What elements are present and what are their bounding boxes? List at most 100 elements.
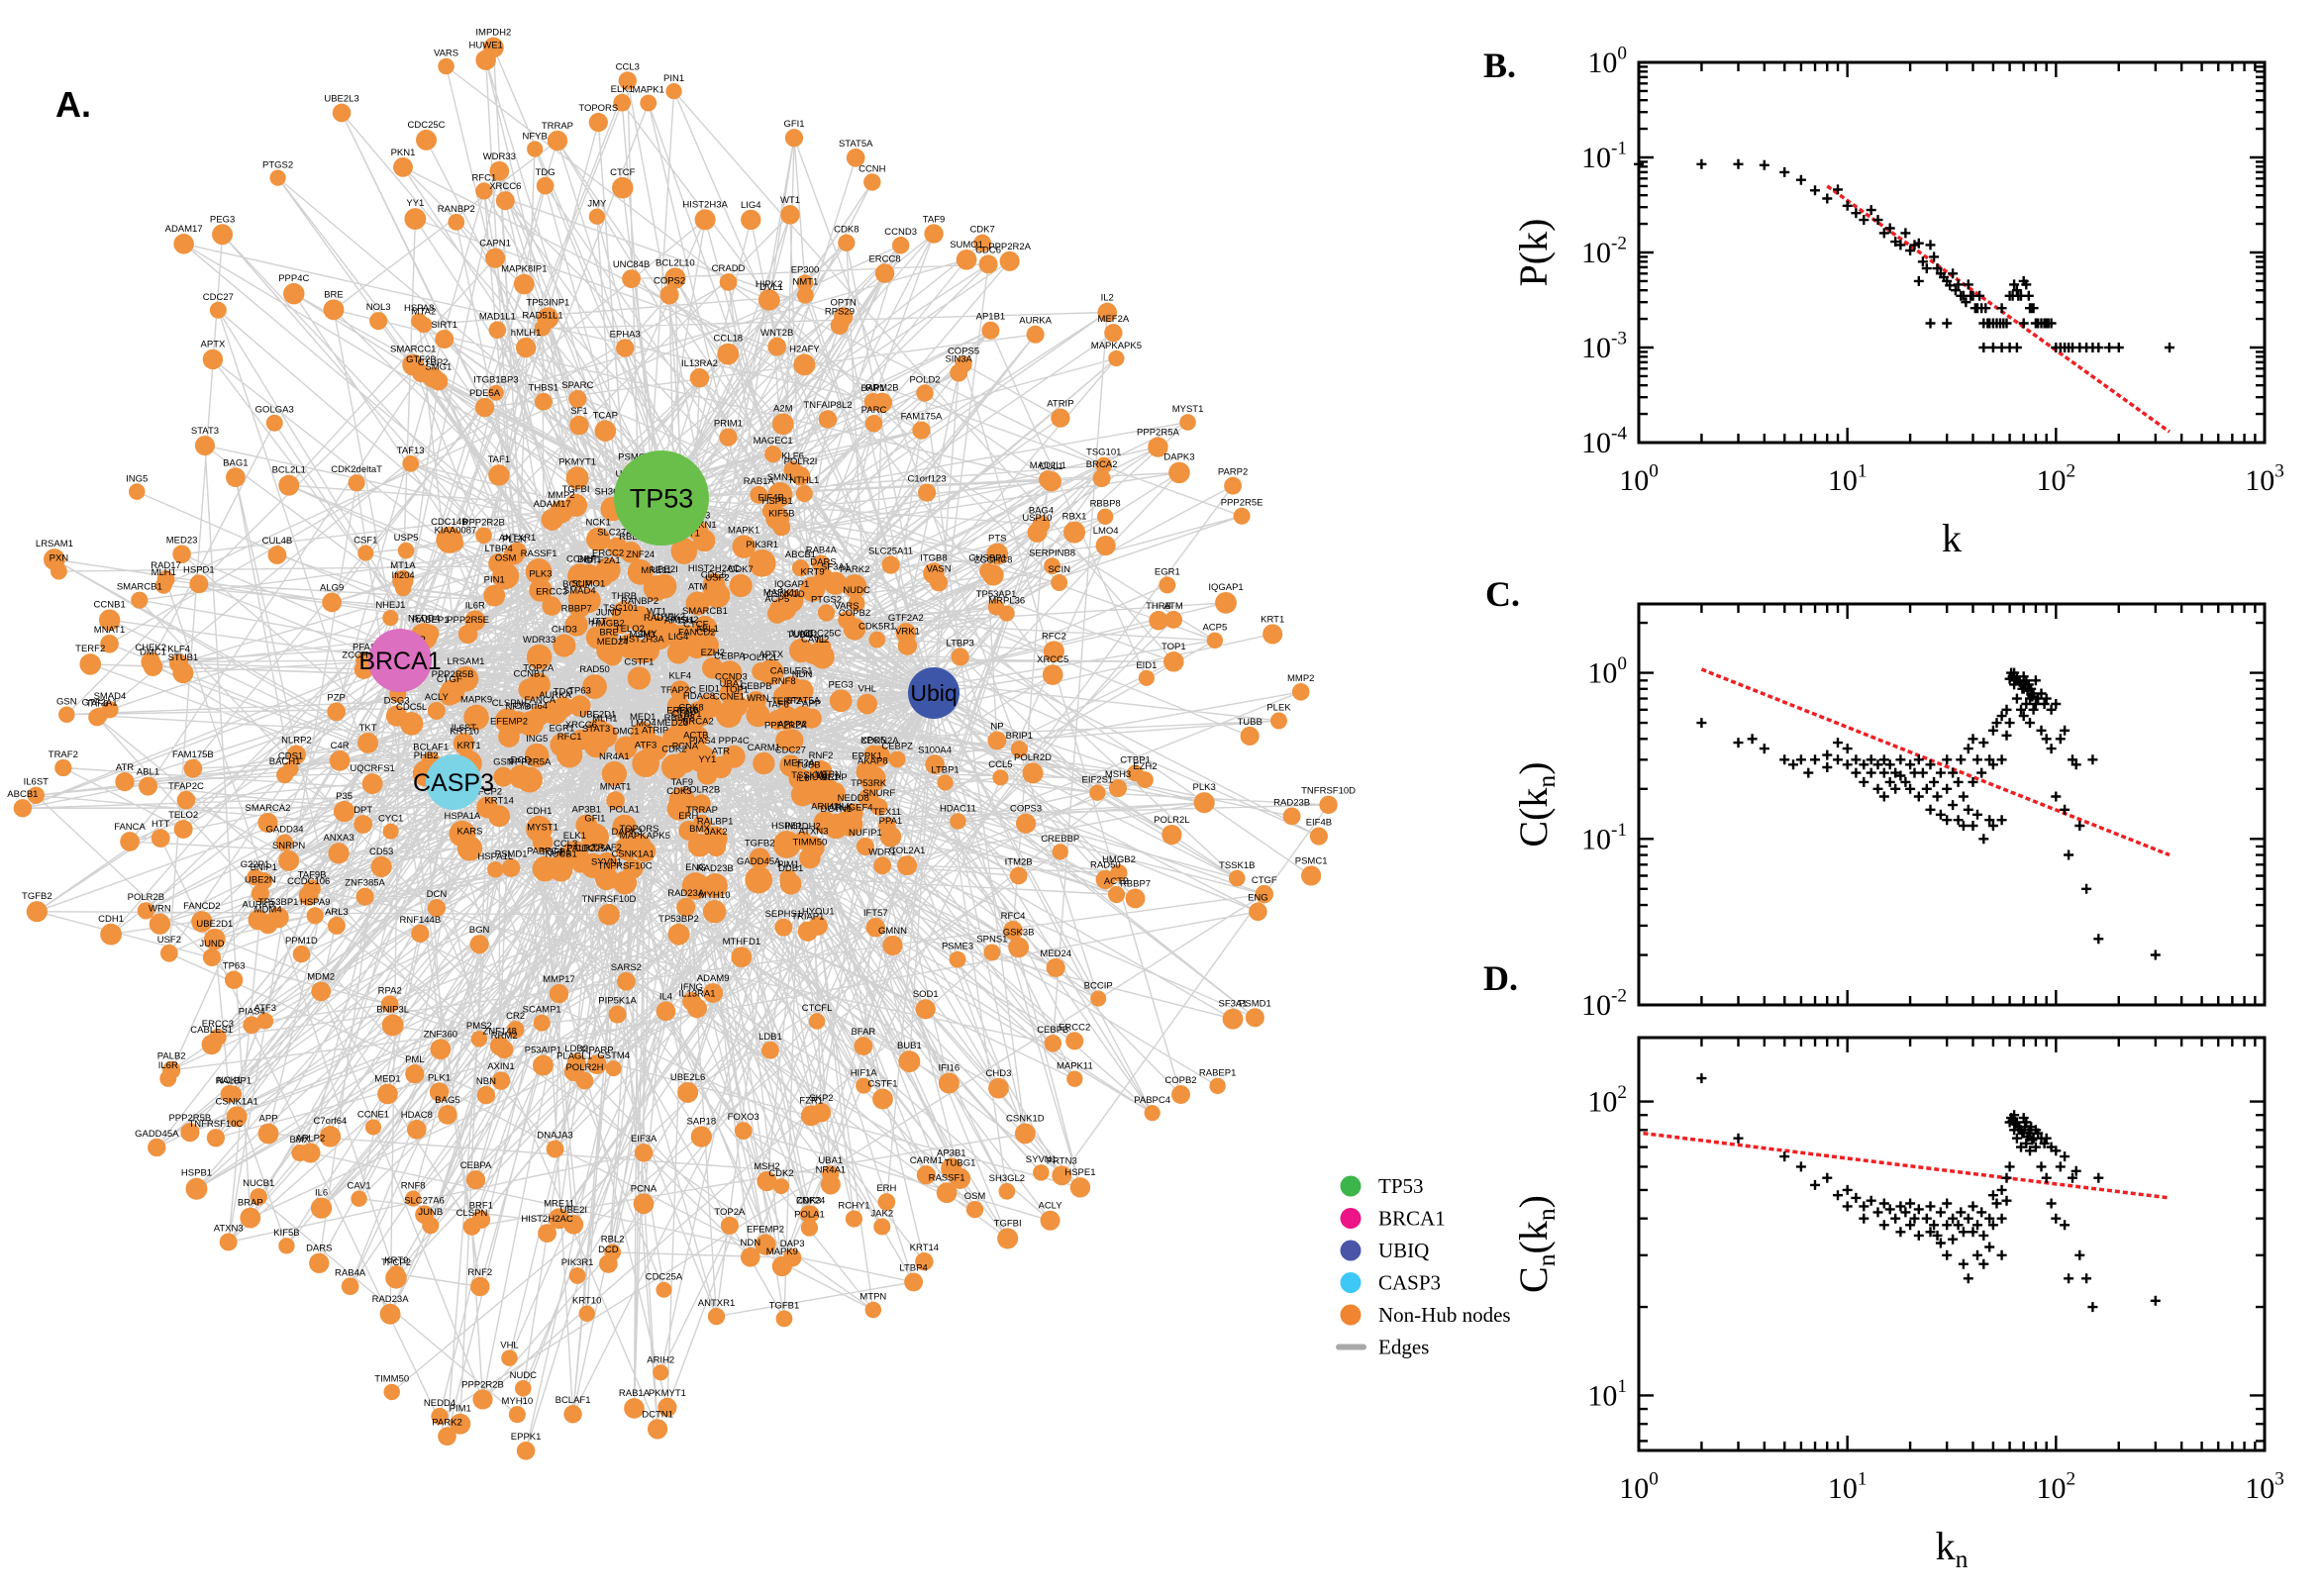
network-node xyxy=(382,609,399,627)
network-node xyxy=(879,826,902,848)
network-node-label: YY1 xyxy=(698,754,716,765)
network-node xyxy=(355,887,374,906)
x-tick-label: 102 xyxy=(2037,1469,2076,1506)
network-node xyxy=(614,736,638,759)
network-node xyxy=(795,485,813,503)
network-node-label: CDC6 xyxy=(975,245,1001,255)
network-node-label: MDM4 xyxy=(254,904,282,915)
network-node xyxy=(151,829,170,848)
network-node xyxy=(209,301,227,319)
network-node-label: GSN xyxy=(493,757,514,768)
network-node-label: GFI1 xyxy=(584,814,605,825)
x-tick-label: 101 xyxy=(1828,461,1868,498)
network-node xyxy=(809,760,833,783)
network-node-label: TSG101 xyxy=(603,603,638,614)
network-node-label: IL2 xyxy=(816,635,829,646)
network-node-label: STAT3 xyxy=(582,724,610,735)
network-node xyxy=(564,613,588,637)
network-node xyxy=(26,901,48,923)
network-node xyxy=(622,269,641,288)
network-node xyxy=(613,870,638,895)
network-node-label: NEDD4 xyxy=(424,1398,455,1409)
network-node xyxy=(607,537,628,557)
network-node xyxy=(1209,1077,1226,1095)
network-node xyxy=(864,415,883,433)
network-node xyxy=(838,812,863,837)
network-node xyxy=(508,1406,526,1424)
network-node xyxy=(1044,557,1061,575)
network-node-label: DSG3 xyxy=(384,695,410,706)
network-node xyxy=(863,173,881,191)
network-node xyxy=(817,604,836,622)
network-node xyxy=(385,705,408,727)
network-node xyxy=(614,836,640,861)
network-node xyxy=(364,1119,382,1136)
network-node xyxy=(1026,325,1045,344)
network-node xyxy=(1301,865,1322,886)
network-node-label: MRE11 xyxy=(544,1198,574,1209)
network-node-label: CUL4B xyxy=(262,536,293,547)
network-node xyxy=(745,865,772,894)
network-node-label: ERH xyxy=(876,1183,896,1194)
network-node-label: AP3B1 xyxy=(937,1148,966,1159)
network-node-label: TOP2A xyxy=(714,1207,746,1218)
network-node-label: PRIM1 xyxy=(714,419,743,430)
y-tick-label: 10-1 xyxy=(1581,139,1627,175)
network-node-label: SCIN xyxy=(1048,564,1070,575)
network-node xyxy=(1224,476,1243,495)
network-node-label: C7orf64 xyxy=(514,701,548,712)
network-node xyxy=(978,254,998,274)
network-node-label: NLRP2 xyxy=(281,736,312,747)
network-node xyxy=(257,1123,279,1145)
network-node-label: ANXA3 xyxy=(323,833,354,844)
network-node-label: CDK7 xyxy=(728,564,753,575)
network-node xyxy=(681,872,710,900)
network-node-label: SUMO1 xyxy=(950,240,983,250)
network-node-label: TUBB xyxy=(1237,717,1262,728)
network-node xyxy=(483,584,506,607)
network-node xyxy=(357,732,379,753)
network-node-label: KRT10 xyxy=(572,1296,601,1307)
network-node xyxy=(1222,1008,1244,1030)
network-node xyxy=(1009,866,1028,885)
axis-text-part: 10 xyxy=(1581,989,1611,1022)
network-node xyxy=(137,902,155,920)
network-node-label: MTHFD1 xyxy=(723,937,761,948)
axis-text-part: 10 xyxy=(2037,1472,2067,1505)
network-node-label: PALB2 xyxy=(157,1051,186,1062)
network-node-label: FANCD2 xyxy=(678,627,715,638)
network-node-label: PEG3 xyxy=(828,679,853,690)
network-node-label: TNFRSF10D xyxy=(1301,786,1356,797)
network-node-label: CDC5L xyxy=(396,702,427,713)
network-node-label: CCNE1 xyxy=(713,691,745,702)
network-node-label: LDB2 xyxy=(564,1044,588,1054)
network-node-label: BCLAF1 xyxy=(413,742,449,752)
network-node-label: RPS29 xyxy=(825,307,855,318)
network-node-label: PARP2 xyxy=(1218,467,1248,478)
network-node-label: RFC2 xyxy=(1042,631,1066,642)
network-node xyxy=(469,935,489,954)
network-node xyxy=(843,574,867,599)
network-node xyxy=(58,706,75,723)
network-node-label: GTF2B xyxy=(406,354,437,365)
network-node-label: THRB xyxy=(1146,601,1171,612)
network-node-label: TOP1 xyxy=(724,684,749,695)
network-node xyxy=(1162,824,1182,846)
network-node-label: MAD1L1 xyxy=(479,311,516,322)
network-node xyxy=(405,1190,422,1207)
network-node-label: PIN1 xyxy=(663,73,684,84)
network-node-label: TGFB1 xyxy=(541,848,571,858)
network-node-label: NEDD4 xyxy=(408,613,440,624)
network-node-label: RAD17 xyxy=(151,560,181,571)
network-node xyxy=(488,464,510,486)
network-node-label: CTCF xyxy=(610,167,636,178)
network-node xyxy=(1051,408,1070,428)
network-node xyxy=(813,638,832,656)
panel-label-b: B. xyxy=(1483,46,1516,85)
network-node xyxy=(758,658,784,686)
network-node-label: SLC25A11 xyxy=(868,546,913,556)
network-node xyxy=(257,812,278,834)
network-node-label: EZH2 xyxy=(1133,761,1157,772)
network-node-label: TP53AP1 xyxy=(976,589,1017,600)
